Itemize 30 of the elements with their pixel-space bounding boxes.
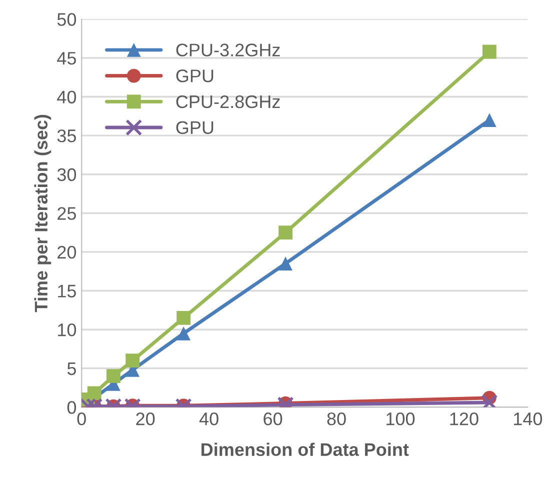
y-tick-label: 0 <box>67 401 76 414</box>
x-tick-label: 100 <box>386 412 415 426</box>
point <box>482 113 496 127</box>
y-tick-label: 30 <box>57 168 76 182</box>
y-tick-label: 35 <box>57 129 76 142</box>
y-tick-label: 45 <box>57 52 76 65</box>
legend-label: GPU <box>176 70 214 82</box>
x-tick-label: 140 <box>514 412 542 426</box>
point <box>481 394 498 408</box>
y-tick-label: 10 <box>58 323 76 336</box>
y-tick-label: 40 <box>57 90 76 104</box>
y-tick-label: 25 <box>58 207 76 220</box>
point <box>278 256 292 271</box>
point <box>482 44 496 59</box>
y-tick-label: 20 <box>58 246 76 259</box>
x-tick-label: 120 <box>450 412 478 426</box>
x-tick-label: 20 <box>136 412 155 426</box>
y-axis-title: Time per Iteration (sec) <box>34 114 52 312</box>
x-tick-label: 60 <box>264 412 282 426</box>
legend-label: CPU-2.8GHz <box>176 95 280 108</box>
x-tick-label: 80 <box>327 412 346 426</box>
x-tick-label: 0 <box>77 412 86 426</box>
y-tick-label: 50 <box>57 13 76 26</box>
y-tick-label: 5 <box>67 362 76 376</box>
point <box>278 226 292 240</box>
y-tick-label: 15 <box>58 284 76 298</box>
legend-label: CPU-3.2GHz <box>176 44 280 56</box>
x-tick-label: 40 <box>199 412 218 426</box>
legend-label: GPU <box>176 121 214 134</box>
x-axis-title: Dimension of Data Point <box>202 442 409 456</box>
